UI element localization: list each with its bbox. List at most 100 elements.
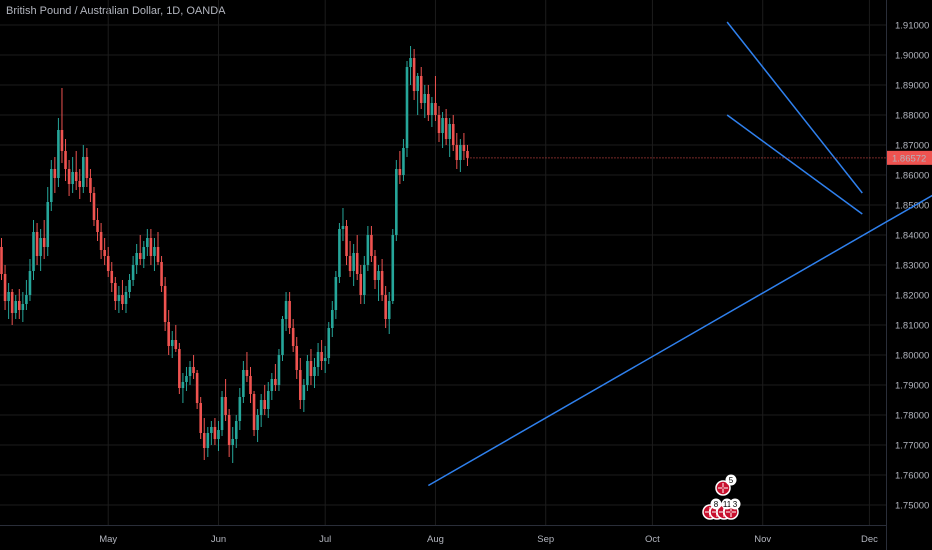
candle-body [448, 124, 451, 139]
y-tick-label: 1.83000 [895, 261, 929, 272]
candle-body [181, 382, 185, 388]
candle-body [128, 280, 131, 292]
y-tick-label: 1.78000 [895, 411, 929, 422]
candle-body [153, 247, 156, 256]
x-tick-label: Sep [537, 534, 554, 545]
candle-body [64, 151, 67, 169]
candle-body [67, 169, 71, 184]
y-tick-label: 1.84000 [895, 231, 929, 242]
candle-body [114, 283, 117, 301]
candle-body [259, 400, 263, 415]
candle-body [7, 292, 10, 301]
candle-body [234, 421, 238, 439]
candle-body [117, 295, 121, 301]
candle-body [89, 178, 92, 193]
candle-body [163, 286, 167, 322]
candle-body [3, 274, 7, 301]
candle-body [352, 253, 355, 271]
candle-body [149, 238, 153, 256]
candle-body [302, 385, 306, 400]
uk-flag-icon[interactable] [715, 480, 731, 496]
candle-body [363, 265, 366, 295]
candle-body [327, 328, 331, 358]
candle-body [195, 373, 199, 403]
event-count: 8 [714, 500, 719, 509]
candle-body [42, 238, 46, 247]
candle-body [10, 292, 14, 313]
candle-body [35, 232, 39, 256]
candle-body [160, 262, 163, 286]
candle-body [92, 193, 96, 220]
candle-body [323, 358, 327, 361]
candle-body [395, 169, 398, 235]
y-tick-label: 1.85000 [895, 201, 929, 212]
candle-body [99, 232, 103, 250]
trendlines [427, 21, 932, 487]
candle-body [49, 169, 53, 202]
candle-body [274, 379, 277, 385]
candle-body [266, 391, 270, 409]
candle-body [320, 352, 323, 361]
y-tick-label: 1.91000 [895, 21, 929, 32]
candle-body [359, 274, 363, 295]
chart-title: British Pound / Australian Dollar, 1D, O… [6, 5, 226, 17]
candle-body [82, 157, 85, 187]
candle-body [174, 340, 178, 349]
y-tick-label: 1.86000 [895, 171, 929, 182]
candle-body [373, 256, 377, 280]
candle-body [341, 226, 345, 229]
candle-body [281, 319, 284, 355]
candle-body [46, 202, 50, 247]
candle-body [405, 67, 409, 148]
candle-body [85, 157, 89, 178]
candle-body [256, 415, 259, 430]
candle-body [270, 379, 274, 391]
candle-body [466, 151, 469, 158]
candle-body [71, 172, 74, 184]
x-tick-label: Jun [211, 534, 226, 545]
candle-body [17, 301, 21, 310]
candle-body [167, 322, 170, 346]
candle-body [263, 400, 267, 409]
candle-body [441, 118, 444, 133]
candle-body [284, 301, 288, 319]
candle-body [455, 145, 459, 160]
candle-body [185, 376, 188, 382]
candle-body [39, 238, 42, 256]
candle-body [131, 265, 135, 280]
candle-body [206, 433, 210, 448]
trendline [726, 21, 863, 194]
candle-body [156, 247, 160, 262]
candle-body [110, 271, 114, 283]
candle-body [462, 145, 466, 151]
y-tick-label: 1.77000 [895, 441, 929, 452]
candle-body [220, 397, 224, 430]
event-markers: 5 8 11 3 [702, 474, 741, 520]
candle-body [291, 328, 295, 346]
candle-body [416, 76, 419, 91]
event-count: 5 [729, 476, 734, 485]
y-tick-label: 1.75000 [895, 501, 929, 512]
candle-body [444, 118, 448, 139]
trendline [427, 194, 932, 487]
candle-body [430, 103, 434, 115]
candle-body [146, 238, 149, 247]
x-tick-label: Oct [645, 534, 660, 545]
y-tick-label: 1.76000 [895, 471, 929, 482]
candle-body [210, 427, 213, 433]
candle-body [25, 295, 28, 304]
candle-body [366, 235, 370, 265]
candle-body [434, 103, 437, 115]
candle-body [423, 94, 427, 103]
candle-body [135, 253, 138, 265]
candle-body [338, 229, 341, 277]
candle-body [384, 295, 387, 319]
last-price-label: 1.86572 [892, 153, 926, 164]
candle-body [331, 310, 334, 328]
candle-body [306, 361, 309, 385]
x-tick-label: Jul [319, 534, 331, 545]
candle-body [32, 232, 35, 271]
candle-body [245, 370, 249, 376]
event-count-badge [725, 474, 737, 486]
